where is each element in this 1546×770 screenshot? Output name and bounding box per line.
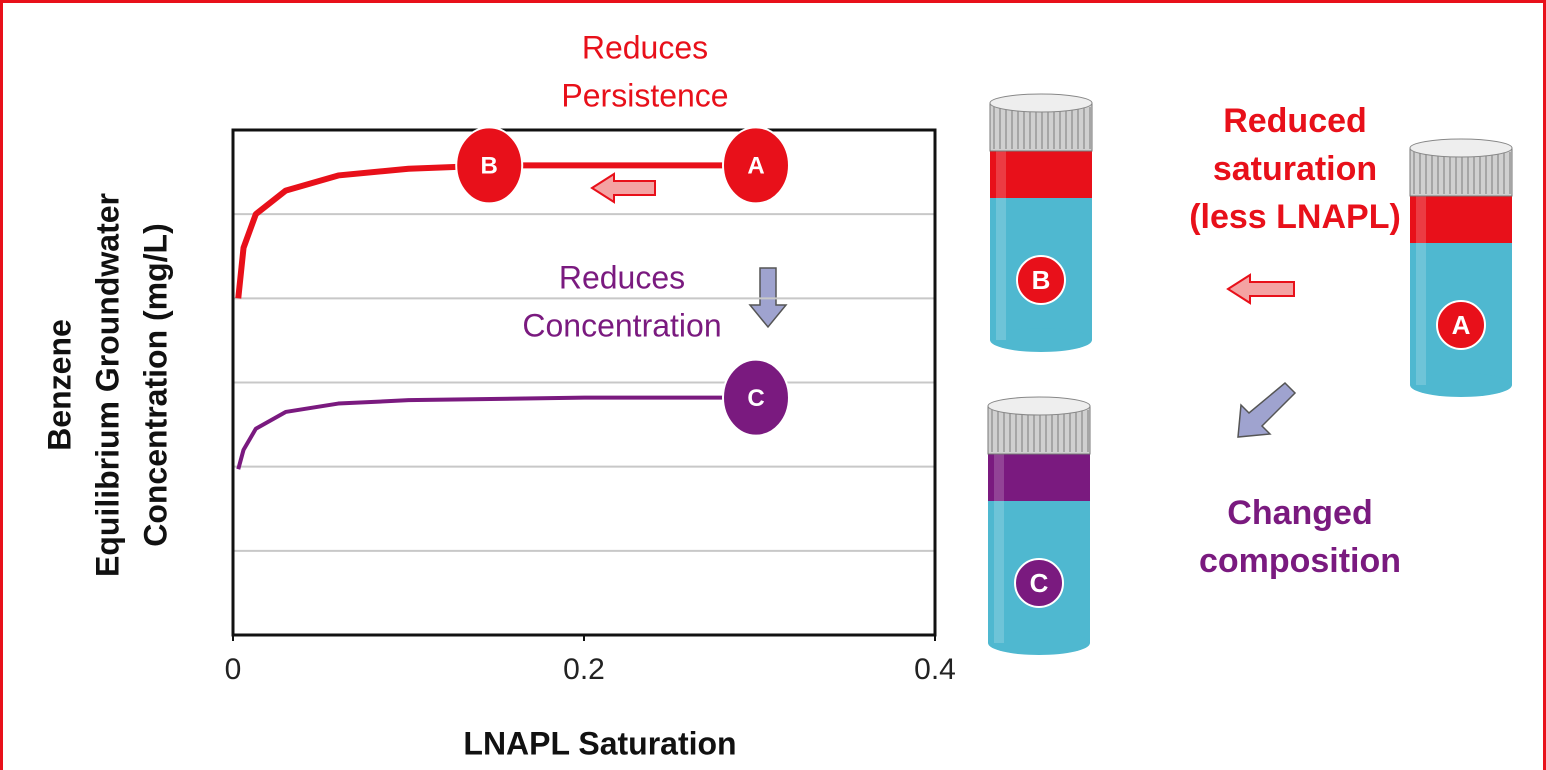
point-marker	[455, 126, 524, 205]
marker-label: C	[747, 385, 764, 412]
left-arrow	[590, 172, 656, 204]
vial-cap-top	[1409, 138, 1513, 158]
vial-shade	[1416, 195, 1426, 385]
vial-marker	[1014, 558, 1064, 608]
vial: C	[987, 396, 1091, 655]
vial-band	[988, 453, 1090, 501]
series-line	[236, 395, 760, 470]
vial-label: B	[1032, 265, 1051, 295]
point-marker	[721, 126, 790, 205]
note: saturation	[1213, 150, 1377, 188]
annotation: Reduces	[559, 259, 685, 295]
vial-label: A	[1452, 310, 1471, 340]
x-tick-label: 0.2	[563, 653, 605, 686]
vial: B	[989, 93, 1093, 352]
x-axis-label: LNAPL Saturation	[463, 725, 736, 761]
x-tick-label: 0	[225, 653, 242, 686]
vial-label: C	[1030, 568, 1049, 598]
note: Reduced	[1223, 102, 1367, 140]
annotation: Concentration	[522, 307, 721, 343]
vial-cap-top	[987, 396, 1091, 416]
marker-label: A	[747, 153, 764, 180]
note: (less LNAPL)	[1189, 198, 1401, 236]
vial-marker	[1016, 255, 1066, 305]
vial-cap-top	[989, 93, 1093, 113]
marker-label: B	[481, 153, 498, 180]
note: Changed	[1227, 494, 1372, 532]
annotation: Persistence	[561, 77, 728, 113]
diagonal-arrow	[1237, 381, 1297, 438]
vial-marker	[1436, 300, 1486, 350]
vial-bottom	[1410, 373, 1512, 397]
vial-shade	[996, 150, 1006, 340]
note: composition	[1199, 542, 1401, 580]
vial-band	[990, 150, 1092, 198]
left-arrow	[1226, 273, 1295, 305]
y-axis-label: Benzene	[41, 319, 77, 451]
vial: A	[1409, 138, 1513, 397]
y-axis-label: Equilibrium Groundwater	[89, 193, 125, 577]
vial-bottom	[988, 631, 1090, 655]
x-tick-label: 0.4	[914, 653, 956, 686]
vial-band	[1410, 195, 1512, 243]
point-marker	[721, 358, 790, 437]
y-axis-label: Concentration (mg/L)	[137, 223, 173, 547]
annotation: Reduces	[582, 29, 708, 65]
vial-bottom	[990, 328, 1092, 352]
vial-shade	[994, 453, 1004, 643]
